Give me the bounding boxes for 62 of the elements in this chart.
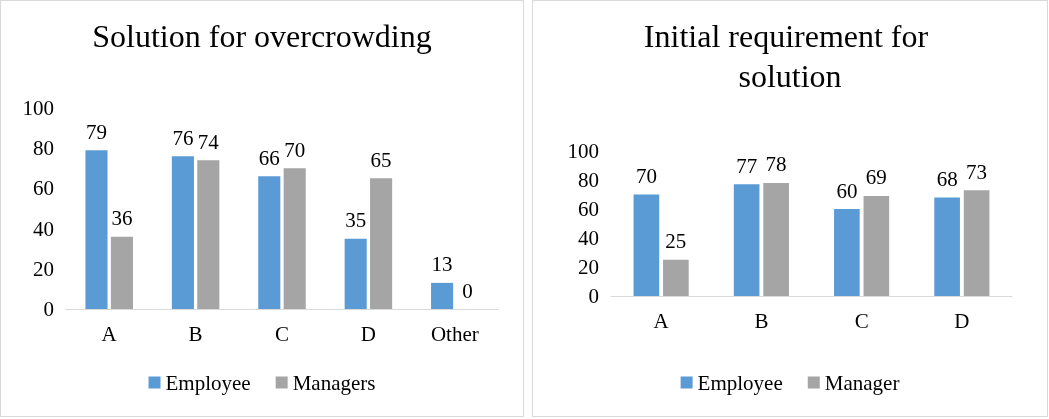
x-tick-label: D <box>954 308 970 333</box>
bar <box>258 176 281 309</box>
data-label: 77 <box>736 153 758 178</box>
y-tick-label: 100 <box>22 96 54 120</box>
bar <box>171 156 194 309</box>
x-tick-label: C <box>274 321 290 346</box>
bar <box>85 150 108 309</box>
data-label: 36 <box>111 206 133 231</box>
y-tick-label: 80 <box>578 168 599 192</box>
data-label: 0 <box>462 278 473 303</box>
bar <box>934 197 960 296</box>
data-label: 70 <box>284 137 306 162</box>
data-label: 60 <box>836 178 858 203</box>
data-label: 74 <box>197 129 220 154</box>
chart-title: Initial requirement for solution <box>643 18 937 94</box>
x-tick-label: B <box>754 308 769 333</box>
data-label: 73 <box>966 159 988 184</box>
bar <box>370 178 393 309</box>
data-label: 69 <box>865 165 887 190</box>
x-tick-label: C <box>854 308 869 333</box>
x-tick-label: B <box>188 321 203 346</box>
bar <box>963 190 990 296</box>
y-tick-label: 100 <box>567 139 599 163</box>
bar <box>197 160 220 309</box>
bar <box>431 282 454 309</box>
data-label: 78 <box>765 152 787 177</box>
data-label: 76 <box>172 125 194 150</box>
bar <box>283 168 306 309</box>
y-tick-label: 80 <box>33 136 54 161</box>
legend-label: Manager <box>824 370 900 395</box>
y-tick-label: 60 <box>33 176 54 201</box>
data-label: 65 <box>370 147 392 172</box>
legend-label: Employee <box>697 370 783 395</box>
legend-label: Employee <box>165 370 251 395</box>
data-label: 66 <box>258 145 280 170</box>
bar <box>834 209 860 296</box>
data-label: 70 <box>635 164 657 188</box>
data-label: 68 <box>936 166 958 191</box>
x-tick-label: A <box>101 321 118 346</box>
y-tick-label: 20 <box>578 255 599 279</box>
y-tick-label: 0 <box>43 297 54 321</box>
data-label: 25 <box>665 229 687 254</box>
bar <box>663 259 689 296</box>
bar <box>633 194 660 296</box>
data-label: 35 <box>345 208 367 233</box>
bar <box>110 236 133 309</box>
y-tick-label: 40 <box>33 216 54 241</box>
y-tick-label: 60 <box>578 197 599 221</box>
bar <box>344 238 367 309</box>
x-tick-label: D <box>360 321 376 346</box>
y-tick-label: 0 <box>588 284 599 308</box>
bar <box>733 184 760 296</box>
bar <box>763 182 789 296</box>
x-tick-label: Other <box>430 321 479 346</box>
x-tick-label: A <box>653 308 670 333</box>
data-label: 79 <box>85 119 107 144</box>
legend-label: Managers <box>292 370 376 395</box>
data-label: 13 <box>431 252 453 277</box>
y-tick-label: 40 <box>578 226 599 250</box>
chart-title: Solution for overcrowding <box>92 18 432 54</box>
y-tick-label: 20 <box>33 256 54 281</box>
bar <box>863 195 890 296</box>
